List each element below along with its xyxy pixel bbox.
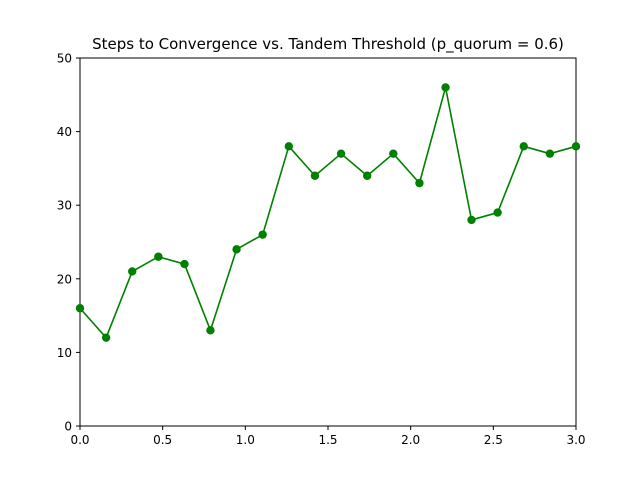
y-tick-label: 50	[57, 52, 72, 66]
data-point	[180, 259, 189, 269]
x-tick-label: 3.0	[566, 433, 585, 447]
data-point	[415, 178, 424, 188]
data-point	[493, 208, 502, 217]
data-point	[75, 304, 85, 313]
y-tick-label: 10	[57, 346, 72, 360]
data-point	[545, 149, 555, 158]
data-point	[232, 245, 241, 254]
y-tick-label: 0	[64, 420, 72, 434]
x-tick-label: 0.0	[70, 433, 89, 447]
data-point	[389, 149, 398, 158]
plot-area	[79, 57, 577, 427]
y-tick-label: 40	[57, 125, 72, 139]
data-point	[101, 333, 111, 342]
series-line-0	[79, 86, 577, 339]
plot-frame	[79, 57, 577, 427]
x-axis: 0.0 0.5 1.0 1.5 2.0 2.5 3.0	[70, 426, 586, 447]
data-point	[519, 142, 528, 151]
data-point	[284, 142, 294, 151]
y-axis: 0 10 20 30 40 50	[57, 52, 80, 434]
data-point	[467, 215, 476, 225]
chart-title: Steps to Convergence vs. Tandem Threshol…	[92, 35, 564, 54]
data-point	[571, 142, 581, 151]
y-tick-label: 30	[57, 199, 72, 213]
x-tick-label: 1.5	[318, 433, 337, 447]
series-layer	[75, 83, 581, 342]
data-point	[258, 230, 267, 239]
data-point	[362, 171, 372, 180]
data-point	[154, 252, 163, 261]
data-point	[310, 171, 320, 180]
x-tick-label: 0.5	[153, 433, 172, 447]
data-point	[336, 149, 346, 158]
data-point	[128, 267, 137, 276]
data-point	[441, 83, 450, 92]
x-tick-label: 2.5	[484, 433, 503, 447]
x-tick-label: 1.0	[236, 433, 255, 447]
data-point	[206, 326, 215, 335]
x-tick-label: 2.0	[401, 433, 420, 447]
y-tick-label: 20	[57, 272, 72, 286]
